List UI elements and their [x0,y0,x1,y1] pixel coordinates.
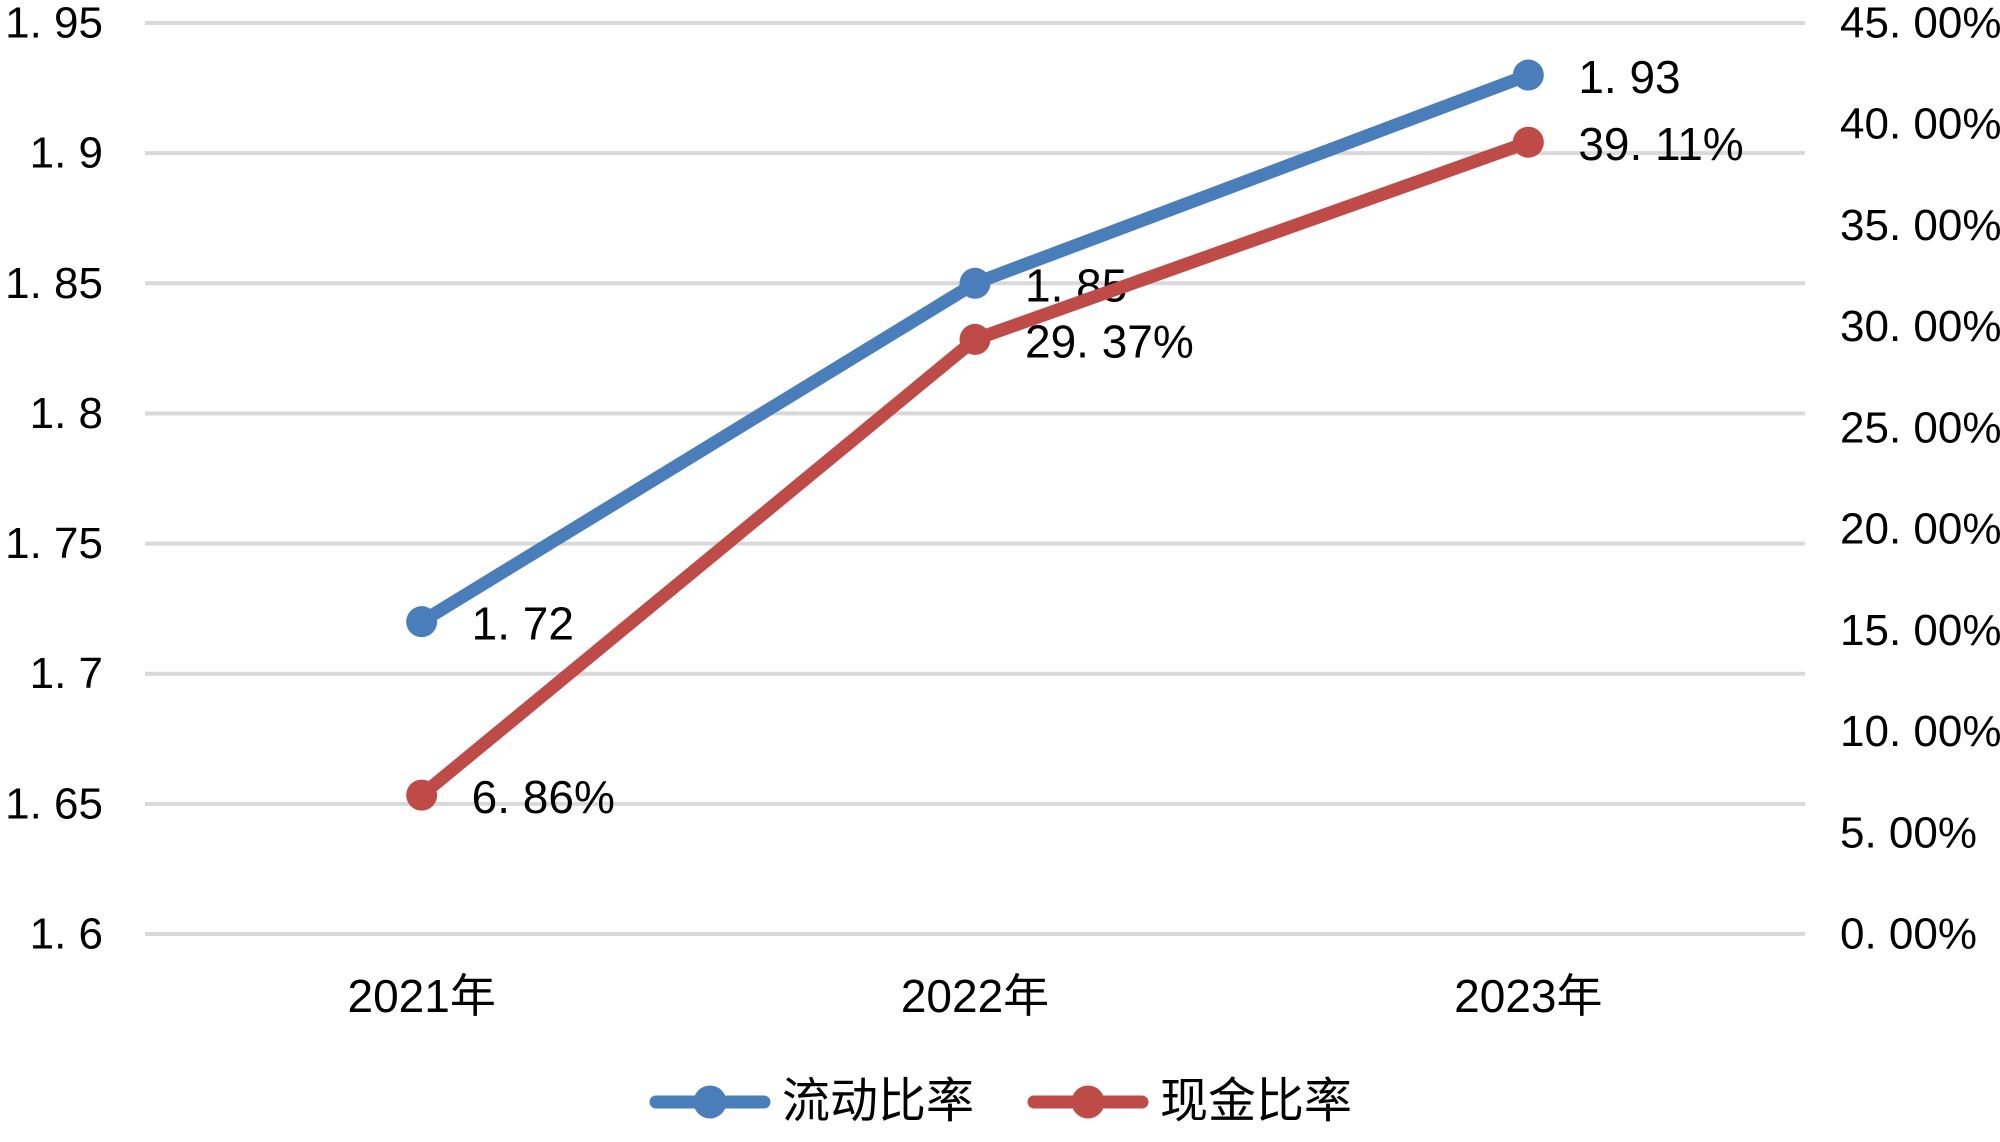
right-axis-tick-label: 20. 00% [1840,505,2000,554]
data-label: 29. 37% [1025,315,1194,367]
data-label: 1. 72 [472,598,574,650]
left-axis-tick-label: 1. 9 [30,129,103,178]
series-point-marker [959,267,991,299]
series-point-marker [406,779,438,811]
x-axis-tick-label: 2022年 [901,970,1049,1022]
series-line [417,136,1531,801]
x-axis-tick-label: 2023年 [1454,970,1602,1022]
x-axis-tick-label: 2021年 [347,970,495,1022]
right-axis-tick-label: 15. 00% [1840,606,2000,655]
series-point-marker [1512,126,1544,158]
series-point-marker [406,606,438,638]
legend-item-current-ratio: 流动比率 [648,1078,974,1126]
legend-label-current-ratio: 流动比率 [781,1075,974,1128]
left-axis-tick-label: 1. 95 [5,0,103,48]
legend-label-cash-ratio: 现金比率 [1160,1075,1353,1128]
series-point-marker [1512,59,1544,91]
left-axis-tick-label: 1. 65 [5,779,103,828]
data-label: 39. 11% [1578,118,1743,170]
data-label: 6. 86% [472,771,615,823]
right-axis-tick-label: 25. 00% [1840,403,2000,452]
right-axis-tick-label: 35. 00% [1840,201,2000,250]
left-axis-tick-label: 1. 7 [30,649,103,698]
legend-item-cash-ratio: 现金比率 [1026,1078,1352,1126]
left-axis-tick-label: 1. 6 [30,910,103,959]
line-marker-icon [1027,1085,1149,1119]
line-marker-icon [649,1085,771,1119]
right-axis-tick-label: 30. 00% [1840,302,2000,351]
series-point-marker [959,323,991,355]
left-axis-tick-label: 1. 85 [5,259,103,308]
right-axis-tick-label: 0. 00% [1840,910,1977,959]
right-axis-tick-label: 40. 00% [1840,100,2000,149]
right-axis-tick-label: 10. 00% [1840,707,2000,756]
data-label: 1. 93 [1578,51,1680,103]
left-axis-tick-label: 1. 8 [30,389,103,438]
legend: 流动比率 现金比率 [0,1078,2000,1126]
left-axis-tick-label: 1. 75 [5,519,103,568]
right-axis-tick-label: 5. 00% [1840,808,1977,857]
right-axis-tick-label: 45. 00% [1840,0,2000,48]
